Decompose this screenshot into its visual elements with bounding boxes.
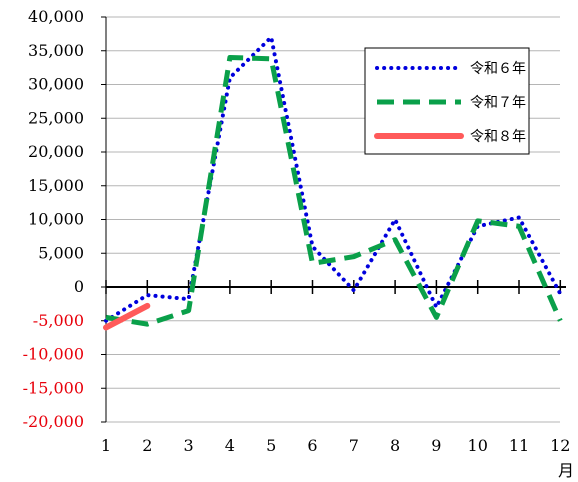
x-tick-label: 3 bbox=[184, 436, 194, 455]
legend-label-1: 令和６年 bbox=[470, 61, 526, 77]
y-tick-label: 40,000 bbox=[28, 7, 84, 26]
y-tick-label: 10,000 bbox=[28, 210, 84, 229]
y-tick-label: -10,000 bbox=[23, 345, 84, 364]
y-axis-tick-labels: -20,000 -15,000 -10,000 -5,000 0 5,000 10,000 1… bbox=[23, 7, 84, 431]
y-tick-label: 5,000 bbox=[38, 243, 84, 262]
x-tick-label: 5 bbox=[266, 436, 276, 455]
series-line-2 bbox=[105, 55, 563, 327]
y-tick-label: 15,000 bbox=[28, 176, 84, 195]
y-tick-label: -20,000 bbox=[23, 412, 84, 431]
y-tick-label: 30,000 bbox=[28, 75, 84, 94]
x-axis-label: 月 bbox=[558, 461, 574, 480]
y-tick-label: 0 bbox=[74, 277, 84, 296]
x-tick-label: 11 bbox=[509, 436, 529, 455]
legend-label-2: 令和７年 bbox=[470, 95, 526, 111]
x-tick-label: 8 bbox=[390, 436, 400, 455]
x-tick-label: 1 bbox=[101, 436, 111, 455]
series-line-3 bbox=[103, 302, 151, 331]
series-line-1 bbox=[104, 35, 563, 323]
y-tick-label: -15,000 bbox=[23, 378, 84, 397]
x-tick-label: 4 bbox=[225, 436, 235, 455]
x-tick-label: 7 bbox=[349, 436, 359, 455]
x-tick-label: 6 bbox=[307, 436, 317, 455]
y-tick-label: 20,000 bbox=[28, 142, 84, 161]
x-tick-label: 9 bbox=[431, 436, 441, 455]
legend-label-3: 令和８年 bbox=[470, 129, 526, 145]
y-tick-label: -5,000 bbox=[33, 311, 84, 330]
x-tick-label: 10 bbox=[468, 436, 488, 455]
y-tick-label: 35,000 bbox=[28, 41, 84, 60]
series-lines bbox=[103, 35, 563, 331]
x-tick-label: 12 bbox=[550, 436, 570, 455]
x-axis-tick-labels: 1 2 3 4 5 6 7 8 9 10 11 12 bbox=[101, 436, 571, 455]
y-tick-label: 25,000 bbox=[28, 108, 84, 127]
x-tick-label: 2 bbox=[142, 436, 152, 455]
